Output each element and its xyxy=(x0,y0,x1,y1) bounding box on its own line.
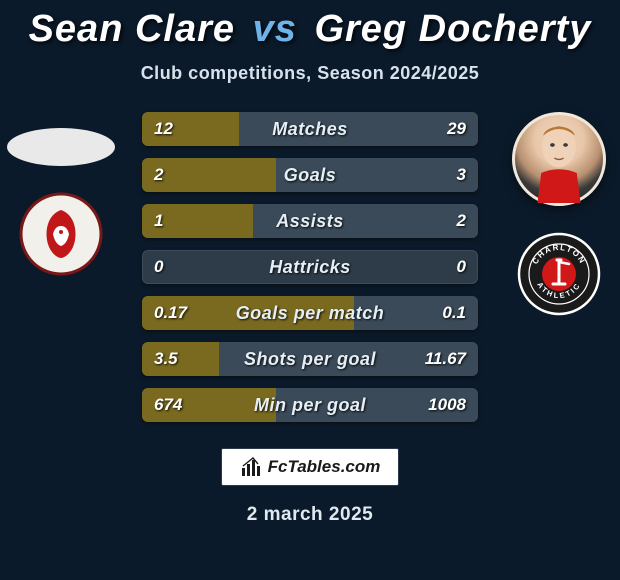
stat-value-left: 3.5 xyxy=(154,349,224,369)
stat-row: 0Hattricks0 xyxy=(142,250,478,284)
player2-name: Greg Docherty xyxy=(314,8,591,50)
stat-row: 674Min per goal1008 xyxy=(142,388,478,422)
vs-separator: vs xyxy=(253,8,297,50)
stat-label: Assists xyxy=(224,211,396,232)
stat-value-right: 11.67 xyxy=(396,349,466,369)
player2-club-badge: CHARLTON ATHLETIC xyxy=(517,232,601,316)
stat-value-right: 3 xyxy=(396,165,466,185)
chart-icon xyxy=(240,456,262,478)
subtitle: Club competitions, Season 2024/2025 xyxy=(0,63,620,84)
stat-value-right: 1008 xyxy=(396,395,466,415)
stat-label: Min per goal xyxy=(224,395,396,416)
stat-row: 0.17Goals per match0.1 xyxy=(142,296,478,330)
comparison-title: Sean Clare vs Greg Docherty xyxy=(0,0,620,51)
stat-row: 3.5Shots per goal11.67 xyxy=(142,342,478,376)
stat-value-left: 1 xyxy=(154,211,224,231)
stat-label: Goals xyxy=(224,165,396,186)
stat-label: Goals per match xyxy=(224,303,396,324)
player2-avatar xyxy=(512,112,606,206)
stat-label: Hattricks xyxy=(224,257,396,278)
stat-value-right: 2 xyxy=(396,211,466,231)
stat-value-left: 0.17 xyxy=(154,303,224,323)
stat-value-right: 0 xyxy=(396,257,466,277)
stat-value-right: 0.1 xyxy=(396,303,466,323)
player1-avatar xyxy=(7,128,115,166)
player1-club-badge xyxy=(19,192,103,276)
stat-value-left: 12 xyxy=(154,119,224,139)
stat-value-left: 0 xyxy=(154,257,224,277)
player1-name: Sean Clare xyxy=(29,8,235,50)
stat-value-left: 2 xyxy=(154,165,224,185)
stat-label: Matches xyxy=(224,119,396,140)
stat-value-left: 674 xyxy=(154,395,224,415)
footer-date: 2 march 2025 xyxy=(0,504,620,526)
stats-list: 12Matches292Goals31Assists20Hattricks00.… xyxy=(142,112,478,422)
right-column: CHARLTON ATHLETIC xyxy=(504,112,614,316)
left-column xyxy=(6,112,116,276)
stat-row: 12Matches29 xyxy=(142,112,478,146)
stat-value-right: 29 xyxy=(396,119,466,139)
main-content: CHARLTON ATHLETIC 12Matches292Goals31Ass… xyxy=(0,112,620,422)
site-logo: FcTables.com xyxy=(221,448,399,486)
site-name: FcTables.com xyxy=(268,457,381,477)
stat-row: 2Goals3 xyxy=(142,158,478,192)
stat-row: 1Assists2 xyxy=(142,204,478,238)
stat-label: Shots per goal xyxy=(224,349,396,370)
